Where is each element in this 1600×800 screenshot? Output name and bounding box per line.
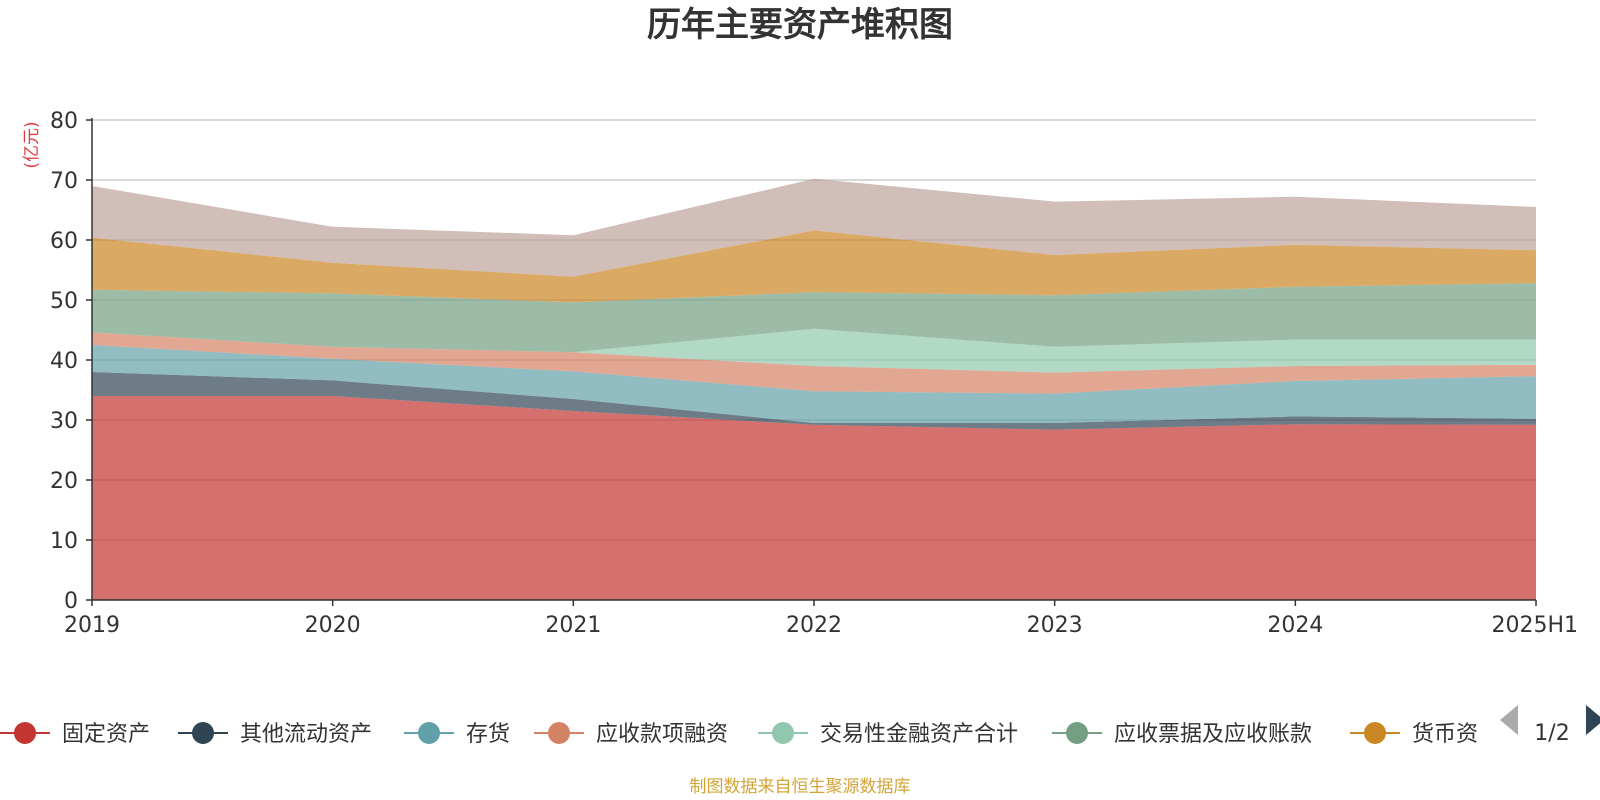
x-tick-label: 2025H1: [1491, 613, 1578, 638]
y-tick-label: 30: [50, 409, 78, 434]
legend-pager: 1/2: [1500, 705, 1600, 746]
area-series-6: [92, 283, 1536, 353]
legend-item[interactable]: 固定资产: [0, 722, 150, 747]
x-tick-label: 2020: [305, 613, 361, 638]
legend-marker: [1364, 722, 1386, 744]
y-tick-label: 0: [64, 589, 78, 614]
x-tick-label: 2022: [786, 613, 842, 638]
x-tick-label: 2021: [545, 613, 601, 638]
legend-item[interactable]: 交易性金融资产合计: [758, 722, 1018, 747]
x-tick-labels: 2019 2020 2021 2022 2023 2024 2025H1: [64, 613, 1578, 638]
legend: 固定资产 其他流动资产 存货 应收款项融资 交易性金融资产合计 应收票据及应收账款 货币资: [0, 722, 1478, 747]
legend-marker: [14, 722, 36, 744]
y-tick-labels: 0 10 20 30 40 50 60 70 80: [50, 109, 78, 614]
chart-title: 历年主要资产堆积图: [647, 5, 953, 45]
area-series-2: [92, 372, 1536, 430]
legend-label: 交易性金融资产合计: [820, 722, 1018, 747]
legend-label: 存货: [466, 722, 510, 747]
legend-next-icon[interactable]: [1586, 705, 1600, 735]
legend-marker: [772, 722, 794, 744]
legend-label: 应收款项融资: [596, 722, 728, 747]
legend-label: 应收票据及应收账款: [1114, 722, 1312, 747]
y-tick-label: 50: [50, 289, 78, 314]
y-tick-label: 80: [50, 109, 78, 134]
x-tick-label: 2019: [64, 613, 120, 638]
legend-marker: [1066, 722, 1088, 744]
legend-item[interactable]: 其他流动资产: [178, 722, 372, 747]
legend-label: 其他流动资产: [240, 722, 372, 747]
legend-prev-icon[interactable]: [1500, 705, 1518, 735]
x-tick-label: 2024: [1267, 613, 1323, 638]
y-tick-label: 20: [50, 469, 78, 494]
axes: [86, 118, 1537, 606]
legend-page-indicator: 1/2: [1534, 721, 1569, 746]
area-series-8: [92, 178, 1536, 277]
legend-item[interactable]: 货币资: [1350, 722, 1478, 747]
legend-item[interactable]: 存货: [404, 722, 510, 747]
area-series-3: [92, 345, 1536, 423]
x-tick-label: 2023: [1027, 613, 1083, 638]
legend-label: 货币资: [1412, 722, 1478, 747]
area-series-7: [92, 230, 1536, 303]
legend-label: 固定资产: [62, 722, 150, 747]
y-tick-label: 10: [50, 529, 78, 554]
legend-marker: [192, 722, 214, 744]
area-series: [92, 178, 1536, 600]
area-series-1: [92, 396, 1536, 600]
legend-marker: [548, 722, 570, 744]
area-series-5: [92, 328, 1536, 373]
y-tick-label: 70: [50, 169, 78, 194]
y-tick-label: 40: [50, 349, 78, 374]
area-series-4: [92, 332, 1536, 394]
legend-marker: [418, 722, 440, 744]
legend-item[interactable]: 应收款项融资: [534, 722, 728, 747]
legend-item[interactable]: 应收票据及应收账款: [1052, 722, 1312, 747]
y-axis-unit-label: (亿元): [22, 121, 42, 168]
y-tick-label: 60: [50, 229, 78, 254]
source-note: 制图数据来自恒生聚源数据库: [689, 777, 911, 797]
